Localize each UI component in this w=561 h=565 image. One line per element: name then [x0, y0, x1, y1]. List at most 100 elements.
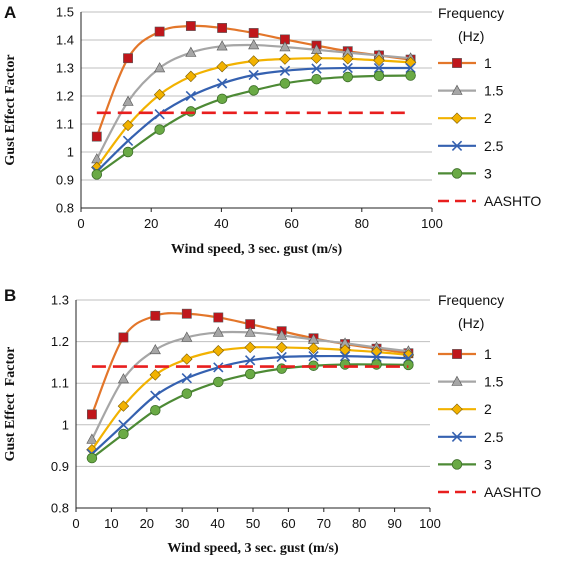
data-point	[150, 390, 161, 401]
data-point	[216, 40, 228, 51]
data-point	[244, 326, 256, 337]
data-point	[181, 388, 193, 399]
series-2-5	[91, 62, 416, 177]
x-tick-label: 40	[214, 216, 228, 231]
data-point	[216, 60, 228, 73]
legend-label: 1	[484, 55, 492, 71]
legend-marker	[451, 140, 463, 151]
data-point	[245, 355, 256, 366]
data-point	[91, 131, 102, 142]
series-2	[91, 52, 417, 174]
data-point	[342, 62, 353, 74]
y-axis-title: Gust Effect Factor	[3, 347, 18, 462]
data-point	[122, 146, 134, 158]
x-tick-label: 100	[419, 516, 441, 531]
data-point	[275, 341, 288, 354]
data-point	[122, 95, 134, 106]
legend-marker	[452, 58, 462, 68]
y-tick-label: 1	[67, 145, 74, 160]
y-tick-label: 1	[62, 417, 69, 432]
data-point	[308, 350, 319, 362]
data-point	[118, 428, 129, 440]
x-axis-title: Wind speed, 3 sec. gust (m/s)	[171, 242, 343, 257]
legend-marker	[451, 375, 463, 386]
data-point	[185, 46, 197, 57]
legend-label: 2.5	[484, 429, 504, 445]
data-point	[86, 433, 98, 444]
data-point	[216, 93, 228, 105]
data-point	[276, 329, 288, 340]
data-point	[122, 119, 134, 132]
x-tick-label: 20	[140, 516, 154, 531]
y-tick-label: 1.1	[51, 376, 69, 391]
x-tick-label: 30	[175, 516, 189, 531]
data-point	[181, 308, 192, 319]
x-tick-label: 100	[421, 216, 443, 231]
x-tick-label: 60	[281, 516, 295, 531]
data-point	[154, 26, 165, 37]
data-point	[118, 332, 129, 343]
data-point	[154, 109, 165, 120]
data-point	[279, 41, 291, 52]
legend-title: Frequency	[438, 5, 504, 21]
y-tick-label: 1.5	[56, 5, 74, 20]
data-point	[373, 62, 385, 74]
y-tick-label: 0.8	[56, 201, 74, 216]
y-axis-title: Gust Effect Factor	[3, 54, 18, 165]
y-tick-label: 1.1	[56, 117, 74, 132]
data-point	[154, 124, 165, 135]
legend-label: 3	[484, 165, 492, 181]
data-point	[248, 39, 260, 50]
legend-label: 3	[484, 456, 492, 472]
data-point	[117, 373, 130, 384]
legend-title: (Hz)	[458, 315, 484, 331]
data-point	[371, 359, 382, 370]
x-tick-label: 0	[72, 516, 79, 531]
legend: Frequency (Hz)1 1.5 2 2.5 3 AASHTO	[438, 292, 541, 500]
legend-label: 1.5	[484, 374, 504, 390]
y-tick-label: 1.3	[51, 293, 69, 308]
data-point	[86, 452, 98, 464]
data-point	[150, 310, 161, 321]
x-tick-label: 80	[355, 216, 369, 231]
data-point	[217, 23, 228, 33]
data-point	[185, 90, 197, 102]
x-tick-label: 10	[104, 516, 118, 531]
x-tick-label: 90	[387, 516, 401, 531]
data-point	[279, 53, 291, 65]
legend-title: Frequency	[438, 292, 504, 308]
data-point	[311, 73, 322, 85]
data-point	[307, 342, 320, 354]
data-point	[213, 376, 224, 388]
legend-label: AASHTO	[484, 193, 541, 209]
data-point	[339, 359, 351, 370]
data-point	[213, 312, 224, 323]
data-point	[342, 71, 353, 83]
x-tick-label: 60	[284, 216, 298, 231]
y-tick-label: 0.9	[51, 459, 69, 474]
y-tick-label: 1.2	[51, 334, 69, 349]
data-point	[216, 78, 228, 89]
data-point	[276, 351, 287, 363]
legend-marker	[452, 349, 462, 359]
data-point	[153, 88, 166, 101]
data-point	[310, 52, 323, 64]
data-point	[311, 63, 322, 74]
legend-marker	[451, 168, 463, 179]
data-point	[244, 341, 256, 354]
data-point	[123, 53, 133, 64]
panel-label: B	[4, 286, 16, 305]
series-3	[86, 359, 414, 464]
data-point	[248, 69, 259, 81]
data-point	[247, 55, 260, 67]
legend-label: 1	[484, 346, 492, 362]
data-point	[339, 350, 351, 362]
legend-marker	[451, 112, 463, 124]
data-point	[87, 409, 97, 420]
data-point	[212, 345, 225, 357]
legend-marker	[451, 403, 463, 415]
legend: Frequency (Hz)1 1.5 2 2.5 3 AASHTO	[438, 5, 541, 209]
x-tick-label: 20	[144, 216, 158, 231]
data-point	[149, 344, 161, 355]
data-point	[276, 363, 287, 374]
